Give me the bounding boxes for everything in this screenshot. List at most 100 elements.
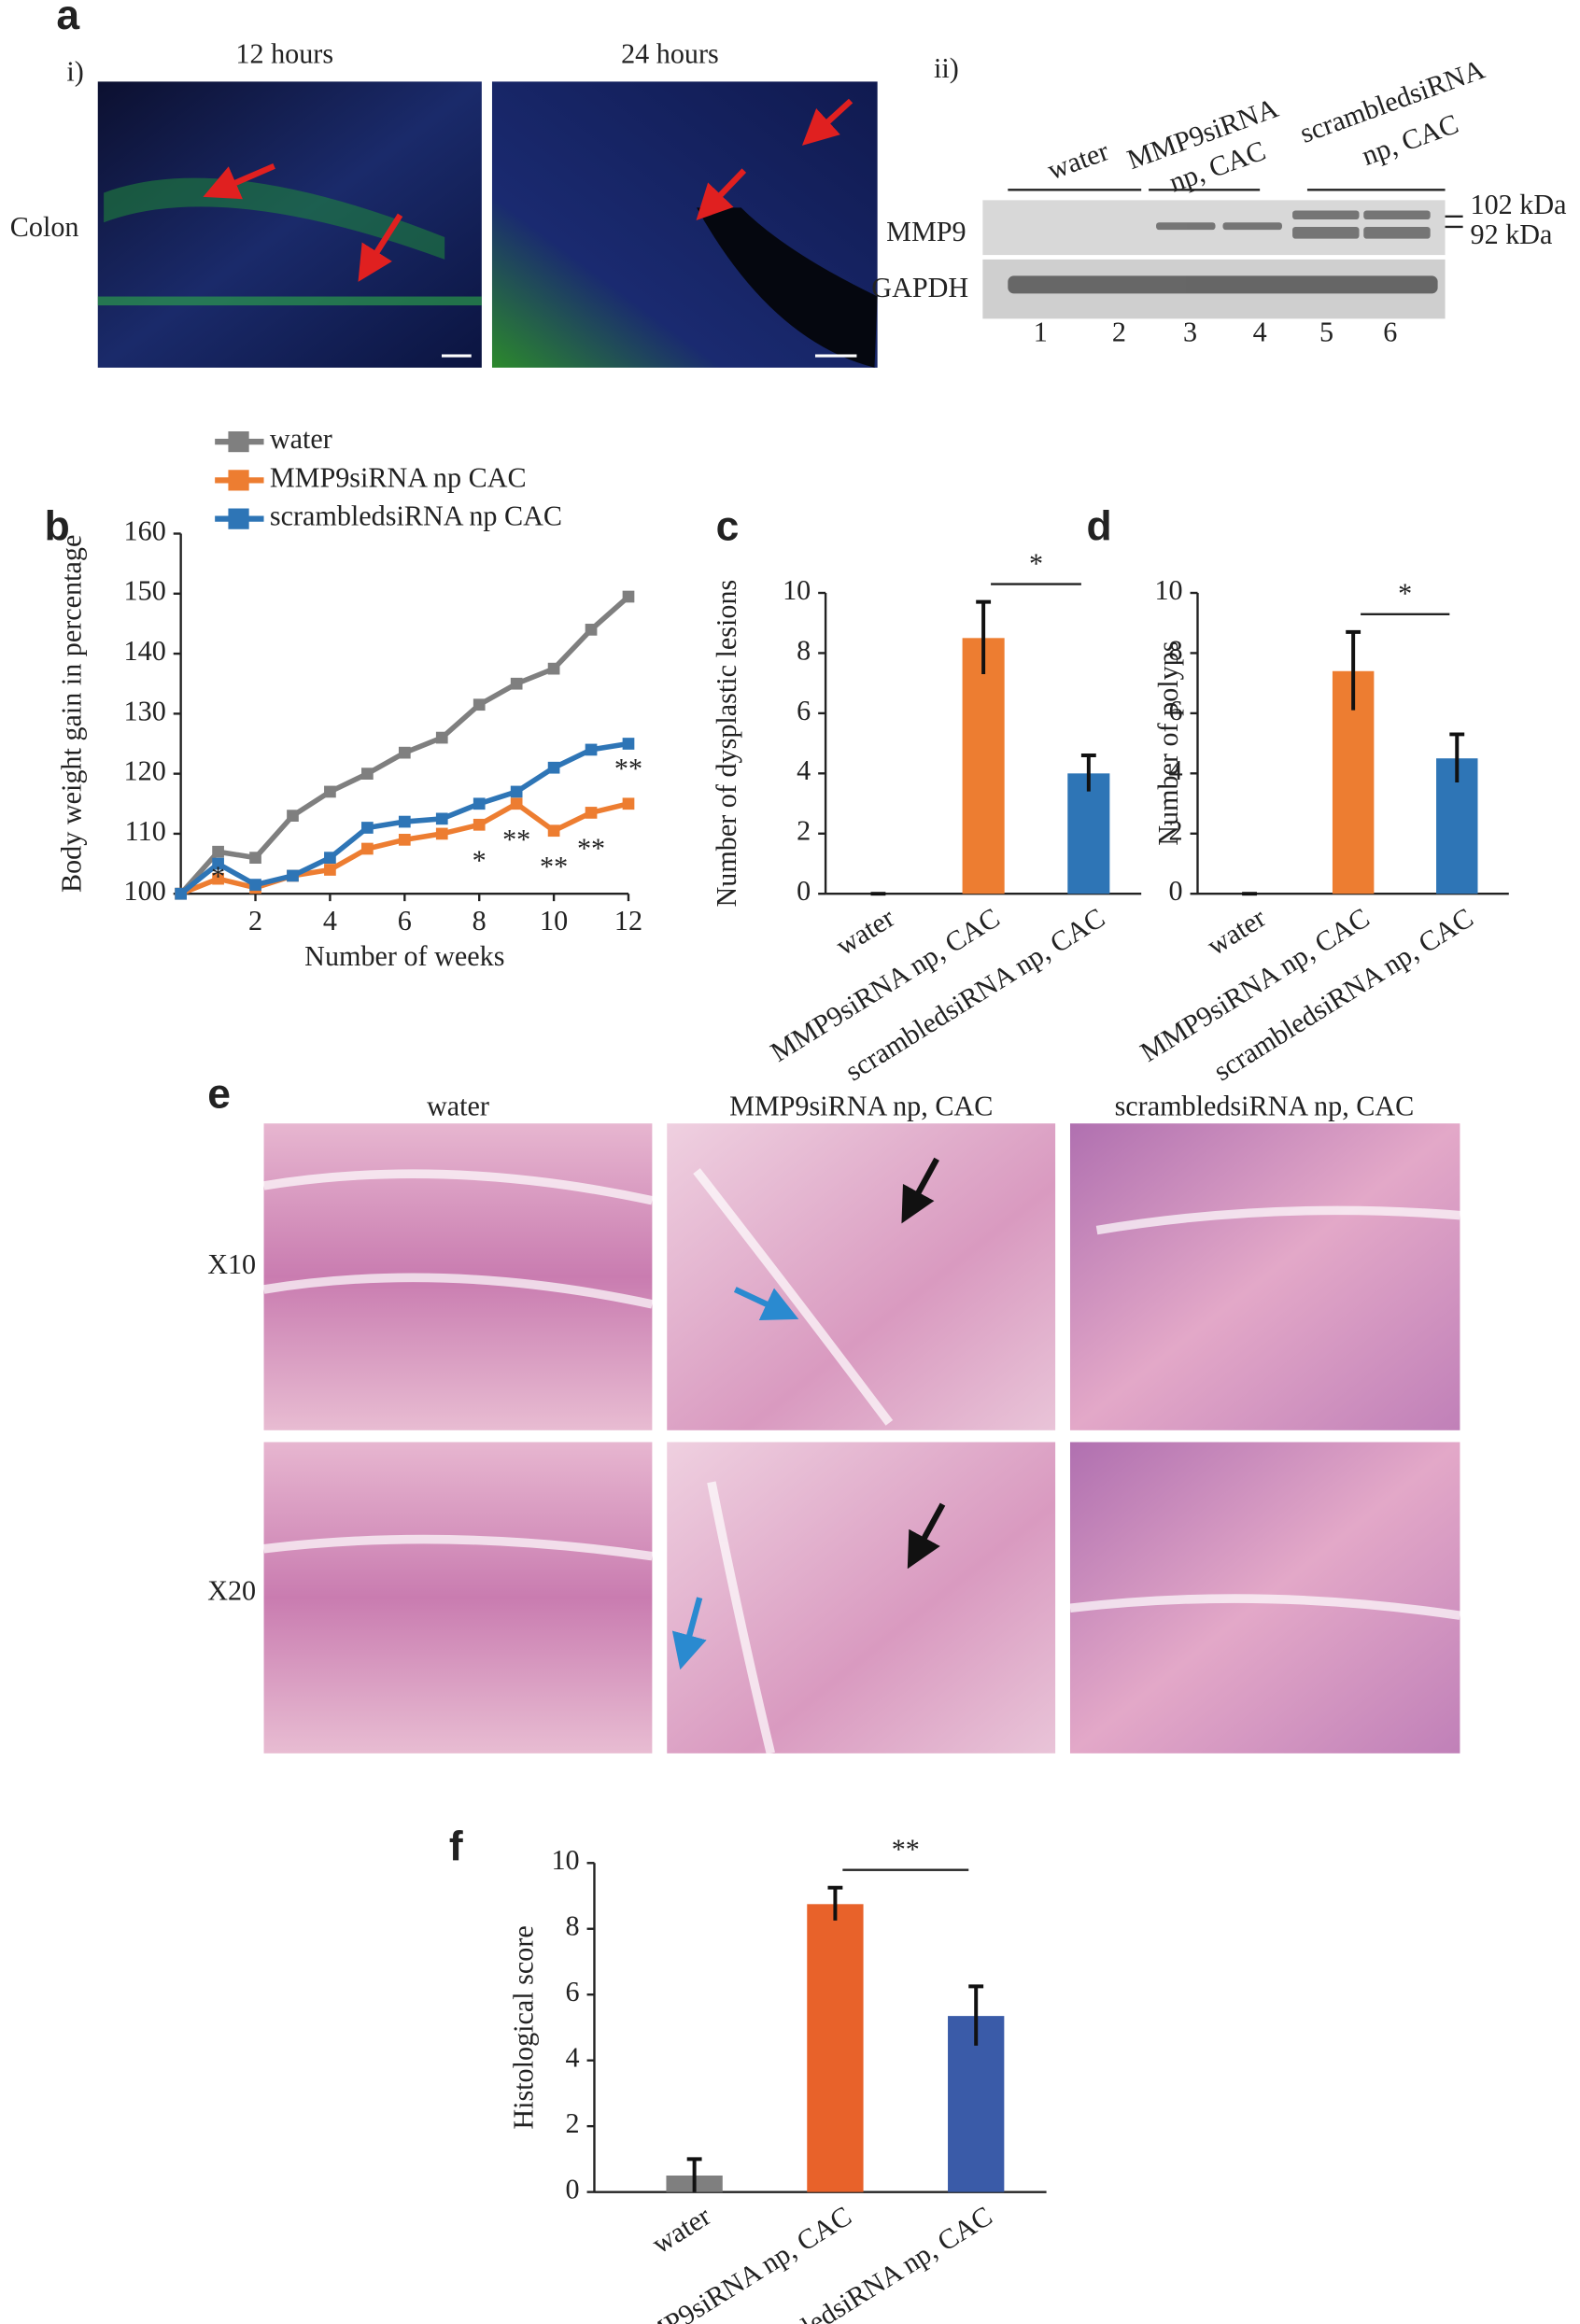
y-tick-label: 8 [1169, 634, 1183, 666]
arrow [733, 1287, 799, 1320]
y-tick-label: 8 [566, 1910, 580, 1942]
y-tick-label: 100 [124, 875, 166, 907]
bar [1067, 773, 1110, 894]
image-detail [97, 296, 482, 306]
point [547, 662, 560, 675]
lane-label: 6 [1383, 317, 1397, 348]
x-axis-label: Number of weeks [304, 940, 504, 972]
point [547, 761, 560, 774]
row-label: X20 [207, 1574, 256, 1606]
y-tick-label: 140 [124, 635, 166, 667]
legend-label: MMP9siRNA np CAC [270, 461, 527, 493]
arrow [901, 1157, 939, 1224]
point [585, 807, 598, 819]
point [510, 677, 523, 690]
legend-label: water [270, 423, 332, 455]
y-tick-label: 2 [566, 2107, 580, 2139]
y-tick-label: 110 [125, 815, 166, 847]
significance: ** [502, 824, 530, 855]
y-tick-label: 150 [124, 575, 166, 607]
x-tick-label: water [830, 902, 900, 962]
point [361, 768, 374, 780]
image-detail [104, 177, 445, 260]
point [175, 887, 187, 900]
column-label: water [427, 1090, 489, 1121]
significance: * [211, 860, 225, 892]
significance: ** [577, 833, 605, 865]
x-tick-label: 8 [473, 905, 487, 937]
point [585, 624, 598, 636]
point [324, 785, 336, 798]
point [622, 738, 635, 750]
bar [807, 1904, 864, 2192]
y-tick-label: 2 [1169, 815, 1183, 847]
point [435, 827, 448, 840]
y-tick-label: 0 [1169, 875, 1183, 907]
legend-marker [228, 508, 249, 529]
x-tick-label: water [1202, 902, 1272, 962]
y-axis-label: Histological score [507, 1925, 539, 2129]
error-bar [976, 599, 992, 674]
y-tick-label: 4 [1169, 754, 1183, 786]
x-tick-label: 4 [323, 905, 337, 937]
arrow [907, 1502, 946, 1570]
arrow [671, 1597, 707, 1670]
y-tick-label: 4 [797, 754, 811, 786]
error-bar [968, 1984, 984, 2046]
time-label: 12 hours [235, 37, 333, 69]
point [398, 834, 411, 846]
lane-label: 5 [1319, 317, 1333, 348]
arrow [696, 168, 747, 221]
point [212, 845, 224, 858]
point [324, 852, 336, 864]
point [212, 857, 224, 870]
y-tick-label: 2 [797, 815, 811, 847]
fluorescence-image [97, 81, 482, 368]
y-tick-label: 4 [566, 2042, 580, 2074]
series-line [178, 594, 630, 896]
point [361, 822, 374, 834]
row-label: X10 [207, 1248, 256, 1280]
point [249, 879, 261, 891]
y-axis-label: Number of dysplastic lesions [711, 580, 742, 908]
protein-label: GAPDH [871, 272, 968, 303]
point [249, 852, 261, 864]
point [473, 797, 486, 810]
x-tick-label: 10 [540, 905, 568, 937]
point [547, 824, 560, 838]
band [1008, 275, 1438, 294]
y-axis-label: Body weight gain in percentage [55, 535, 87, 893]
significance: * [1029, 547, 1043, 579]
point [287, 869, 299, 882]
panel-label: c [716, 503, 740, 549]
band [1363, 226, 1431, 239]
gap [262, 1169, 654, 1205]
panel-label: b [45, 503, 70, 549]
band [1156, 222, 1216, 231]
point [212, 872, 224, 885]
group-label: water [1043, 134, 1113, 186]
band [1363, 210, 1431, 220]
significance: * [473, 844, 487, 876]
arrow [203, 162, 275, 200]
y-axis-label: Number of polyps [1152, 641, 1184, 845]
point [622, 797, 635, 810]
x-tick-label: 12 [614, 905, 642, 937]
point [398, 746, 411, 759]
gap [262, 1273, 654, 1309]
error-bar [1346, 629, 1361, 711]
protein-label: MMP9 [886, 216, 966, 247]
panel-label: f [449, 1824, 463, 1870]
size-label: 92 kDa [1471, 218, 1553, 250]
lane-label: 3 [1183, 317, 1197, 348]
gap [1095, 1205, 1460, 1235]
band [1222, 222, 1282, 231]
arrow [358, 213, 403, 282]
lane-label: 2 [1112, 317, 1126, 348]
point [324, 864, 336, 876]
y-tick-label: 160 [124, 514, 166, 546]
significance: ** [892, 1834, 920, 1866]
y-tick-label: 8 [797, 634, 811, 666]
